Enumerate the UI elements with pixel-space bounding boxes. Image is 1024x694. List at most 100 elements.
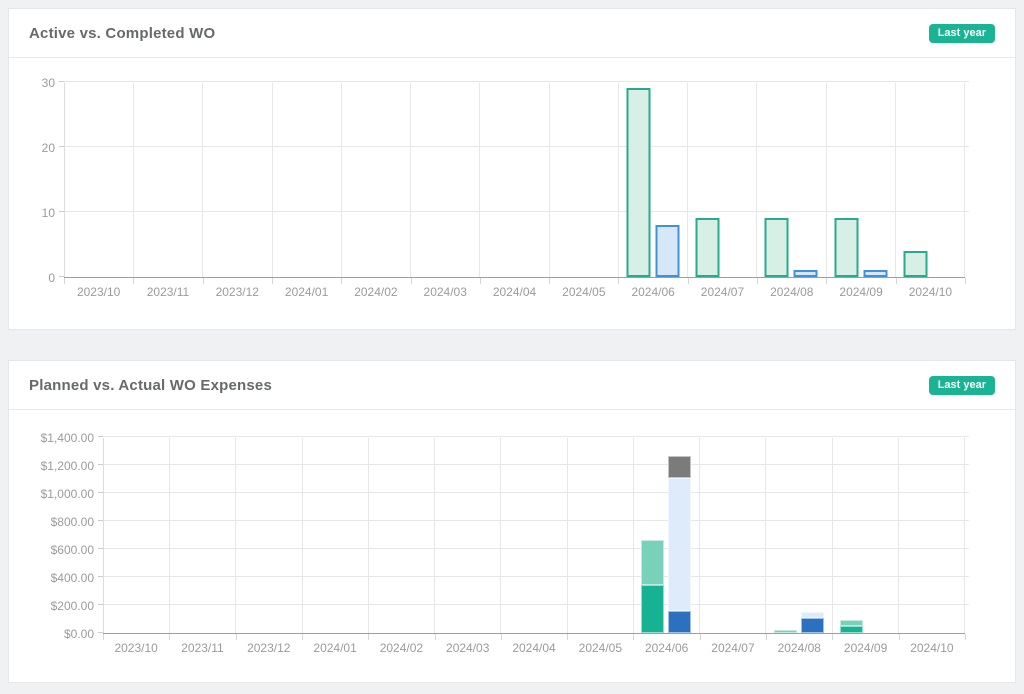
panel-title: Planned vs. Actual WO Expenses (29, 376, 273, 394)
x-axis-label: 2024/08 (770, 285, 814, 299)
x-axis-label: 2023/11 (181, 641, 224, 655)
bar-completed-2024/08[interactable] (793, 270, 818, 277)
bar-group (626, 88, 680, 277)
y-axis-tick-label: $0.00 (63, 627, 94, 641)
y-axis-tickmark (98, 604, 103, 605)
bar-active-2024/09[interactable] (834, 218, 859, 277)
category-column (480, 83, 550, 277)
stacked-bar-actual-2024/08[interactable] (800, 612, 824, 633)
x-axis-label: 2024/07 (700, 285, 745, 299)
panel-header: Active vs. Completed WO Last year (9, 9, 1015, 58)
bar-group (773, 612, 824, 633)
x-axis-label: 2024/07 (711, 641, 755, 655)
x-axis-tickmark (567, 634, 569, 640)
category-column (688, 83, 758, 277)
y-axis-tickmark (98, 576, 103, 577)
x-axis-label: 2024/06 (644, 641, 689, 655)
gridline (64, 211, 969, 212)
segment-planned-upper (840, 620, 864, 626)
category-column (203, 83, 273, 277)
bar-active-2024/07[interactable] (695, 218, 720, 277)
segment-planned-lower (840, 626, 864, 633)
category-column (501, 438, 568, 633)
segment-planned-lower (641, 585, 665, 633)
gridline (103, 520, 969, 521)
gridline (103, 492, 969, 493)
y-axis-tick-label: $600.00 (50, 543, 94, 557)
stacked-bar-planned-2024/06[interactable] (641, 540, 665, 633)
x-axis-label: 2024/03 (423, 285, 467, 299)
x-axis-tickmark (898, 634, 900, 640)
y-axis-tick-label: 20 (41, 141, 55, 155)
y-axis-tick-label: 10 (41, 206, 55, 220)
y-axis-tickmark (98, 520, 103, 521)
bar-group (695, 218, 749, 277)
x-axis-tickmark (202, 278, 204, 284)
x-axis-label: 2024/02 (379, 641, 424, 655)
x-axis-label-row: 2023/10 2023/11 2023/12 2024/01 2024/02 2024/… (64, 285, 965, 299)
x-axis-label-row: 2023/10 2023/11 2023/12 2024/01 2024/02 2024/… (103, 641, 965, 655)
category-column (700, 438, 767, 633)
x-axis-label: 2024/05 (562, 285, 606, 299)
last-year-badge[interactable]: Last year (928, 23, 995, 43)
x-axis-label: 2024/10 (908, 285, 953, 299)
x-axis-tickmark (271, 278, 273, 284)
plot-area (59, 81, 969, 284)
category-column (411, 83, 481, 277)
category-column (896, 83, 966, 277)
x-axis-tickmark (64, 278, 65, 284)
segment-actual-middle (668, 478, 692, 611)
y-axis-tick-label: $200.00 (50, 599, 94, 613)
y-axis: $0.00 $200.00 $400.00 $600.00 $800.00 $1,000.… (9, 432, 103, 640)
active-vs-completed-panel: Active vs. Completed WO Last year 0 10 20 3… (8, 8, 1016, 330)
bar-group (903, 251, 956, 277)
category-column (568, 438, 634, 633)
x-axis-labels: 2023/10 2023/11 2023/12 2024/01 2024/02 2024/… (9, 285, 1015, 299)
x-axis-label: 2024/02 (354, 285, 398, 299)
y-axis-tick-label: $800.00 (50, 515, 94, 529)
x-axis-tickmark (434, 634, 436, 640)
y-axis-tick-label: $1,000.00 (40, 487, 94, 501)
gridline (103, 464, 969, 465)
y-axis-tickmark (98, 548, 103, 549)
last-year-badge[interactable]: Last year (928, 375, 995, 395)
stacked-bar-actual-2024/06[interactable] (668, 456, 692, 633)
category-column (170, 438, 237, 633)
x-axis-label: 2024/10 (910, 641, 954, 655)
stacked-bar-planned-2024/08[interactable] (773, 630, 797, 633)
bar-active-2024/10[interactable] (903, 251, 928, 277)
x-axis-label: 2023/10 (114, 641, 158, 655)
category-column (766, 438, 833, 633)
x-axis-tickmark (301, 634, 303, 640)
bar-completed-2024/09[interactable] (863, 270, 888, 277)
gridline (103, 436, 969, 437)
y-axis-tickmark (98, 464, 103, 465)
segment-actual-upper (668, 456, 692, 478)
x-axis-label: 2024/01 (284, 285, 329, 299)
category-columns (103, 438, 966, 633)
category-column (550, 83, 619, 277)
category-column (757, 83, 827, 277)
category-column (827, 83, 896, 277)
category-column (236, 438, 303, 633)
x-axis-label: 2024/09 (839, 285, 883, 299)
y-axis-tick-label: $1,400.00 (40, 431, 94, 445)
x-axis-tickmark (103, 634, 104, 640)
y-axis-tickmark (98, 492, 103, 493)
bar-active-2024/06[interactable] (626, 88, 651, 277)
x-axis-spacer (9, 285, 64, 299)
segment-actual-lower (800, 618, 824, 633)
x-axis-spacer (9, 641, 103, 655)
plot-area (98, 436, 969, 640)
stacked-bar-planned-2024/09[interactable] (840, 620, 864, 633)
x-axis-tickmark (133, 278, 135, 284)
category-columns (64, 83, 966, 277)
gridline (103, 604, 969, 605)
segment-planned-upper (641, 540, 665, 585)
bar-completed-2024/06[interactable] (655, 225, 680, 277)
x-axis-tickmark (633, 634, 635, 640)
x-axis-tickmark (832, 634, 834, 640)
y-axis-tick-label: 30 (41, 76, 55, 90)
bar-active-2024/08[interactable] (764, 218, 789, 277)
bar-group (834, 218, 888, 277)
